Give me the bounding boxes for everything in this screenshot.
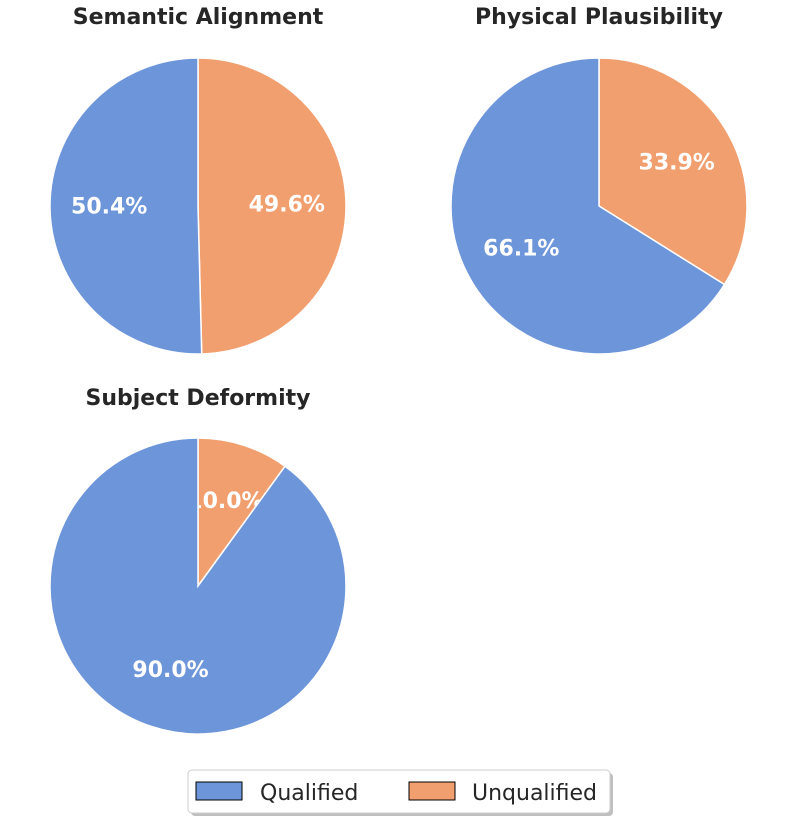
legend-swatch-qualified: [195, 781, 243, 801]
chart-physical-plausibility: Physical Plausibility 33.9% 66.1%: [450, 5, 748, 355]
pie-slice-unqualified: [598, 57, 748, 286]
chart-semantic-alignment: Semantic Alignment 49.6% 50.4%: [49, 5, 347, 355]
slice-label-qualified: 90.0%: [132, 658, 208, 683]
legend: Qualified Unqualified: [187, 769, 613, 816]
slice-label-qualified: 66.1%: [483, 237, 559, 262]
pie-slice-unqualified: [197, 437, 287, 589]
pie-slice-unqualified: [197, 57, 347, 355]
legend-label-unqualified: Unqualified: [472, 781, 597, 806]
chart-title: Semantic Alignment: [73, 5, 324, 30]
chart-title: Physical Plausibility: [475, 5, 723, 30]
slice-label-qualified: 50.4%: [71, 195, 147, 220]
legend-label-qualified: Qualified: [260, 781, 358, 806]
pie-slice-qualified: [49, 57, 203, 355]
chart-title: Subject Deformity: [86, 386, 311, 411]
slice-label-unqualified: 33.9%: [639, 150, 715, 175]
chart-subject-deformity: Subject Deformity 10.0% 90.0%: [49, 386, 347, 735]
pie-slice-qualified: [49, 437, 347, 735]
legend-swatch-unqualified: [408, 781, 456, 801]
pie-slice-qualified: [450, 57, 726, 355]
slice-label-unqualified: 49.6%: [249, 192, 325, 217]
slice-label-unqualified: 10.0%: [187, 489, 263, 514]
legend-box: [187, 769, 611, 814]
